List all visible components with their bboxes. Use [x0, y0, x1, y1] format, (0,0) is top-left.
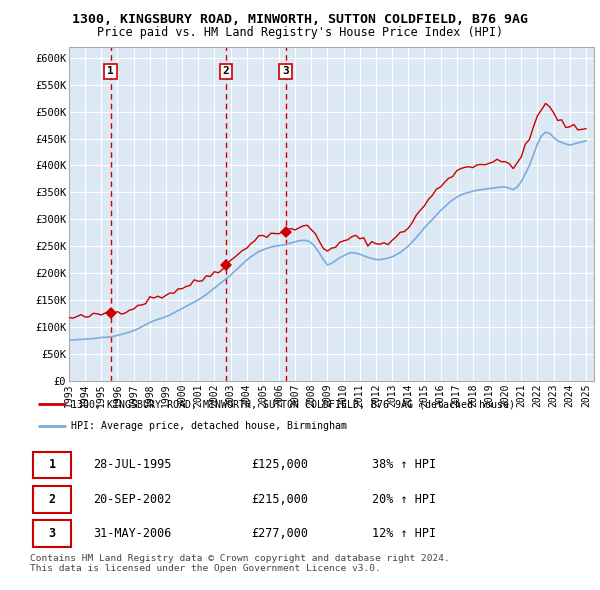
Text: £125,000: £125,000	[251, 458, 308, 471]
Text: 12% ↑ HPI: 12% ↑ HPI	[372, 527, 436, 540]
Text: Contains HM Land Registry data © Crown copyright and database right 2024.
This d: Contains HM Land Registry data © Crown c…	[30, 554, 450, 573]
Text: Price paid vs. HM Land Registry's House Price Index (HPI): Price paid vs. HM Land Registry's House …	[97, 26, 503, 39]
Text: 20-SEP-2002: 20-SEP-2002	[94, 493, 172, 506]
Text: 1: 1	[49, 458, 56, 471]
Text: 38% ↑ HPI: 38% ↑ HPI	[372, 458, 436, 471]
Text: £277,000: £277,000	[251, 527, 308, 540]
Text: 2: 2	[49, 493, 56, 506]
FancyBboxPatch shape	[33, 520, 71, 547]
FancyBboxPatch shape	[33, 451, 71, 478]
FancyBboxPatch shape	[33, 486, 71, 513]
Text: £215,000: £215,000	[251, 493, 308, 506]
Text: 3: 3	[282, 67, 289, 76]
Text: 31-MAY-2006: 31-MAY-2006	[94, 527, 172, 540]
Text: 3: 3	[49, 527, 56, 540]
Text: HPI: Average price, detached house, Birmingham: HPI: Average price, detached house, Birm…	[71, 421, 347, 431]
Text: 20% ↑ HPI: 20% ↑ HPI	[372, 493, 436, 506]
Text: 28-JUL-1995: 28-JUL-1995	[94, 458, 172, 471]
Text: 1: 1	[107, 67, 114, 76]
Text: 1300, KINGSBURY ROAD, MINWORTH, SUTTON COLDFIELD, B76 9AG: 1300, KINGSBURY ROAD, MINWORTH, SUTTON C…	[72, 13, 528, 26]
Text: 2: 2	[223, 67, 229, 76]
Text: 1300, KINGSBURY ROAD, MINWORTH, SUTTON COLDFIELD, B76 9AG (detached house): 1300, KINGSBURY ROAD, MINWORTH, SUTTON C…	[71, 399, 515, 409]
